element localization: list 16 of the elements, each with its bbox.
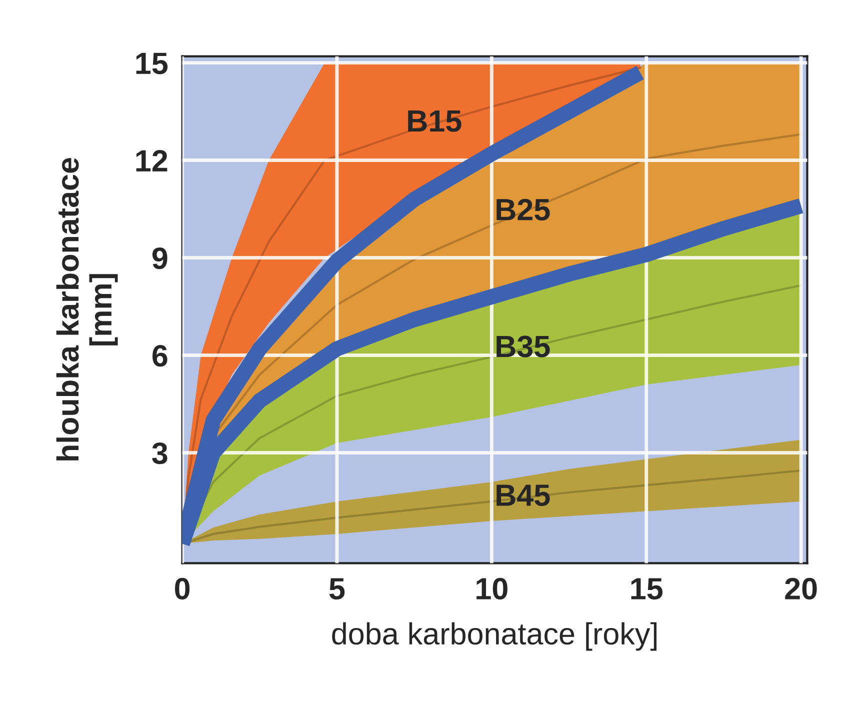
- series-label: B15: [408, 110, 462, 132]
- x-tick-label: 0: [174, 578, 190, 600]
- series-label: B35: [496, 336, 550, 358]
- y-tick-label: 12: [136, 150, 168, 172]
- x-tick-label: 10: [476, 578, 508, 600]
- x-tick-label: 5: [329, 578, 345, 600]
- y-tick-label: 3: [152, 442, 168, 464]
- y-tick-label: 9: [152, 248, 168, 270]
- y-tick-label: 15: [136, 52, 168, 74]
- series-label: B45: [496, 484, 550, 506]
- y-axis-title: hloubka karbonatace [mm]: [56, 158, 118, 460]
- x-tick-label: 20: [785, 578, 817, 600]
- series-label: B25: [496, 198, 550, 220]
- x-tick-label: 15: [631, 578, 663, 600]
- x-axis-title: doba karbonatace [roky]: [332, 622, 657, 651]
- y-tick-label: 6: [152, 344, 168, 367]
